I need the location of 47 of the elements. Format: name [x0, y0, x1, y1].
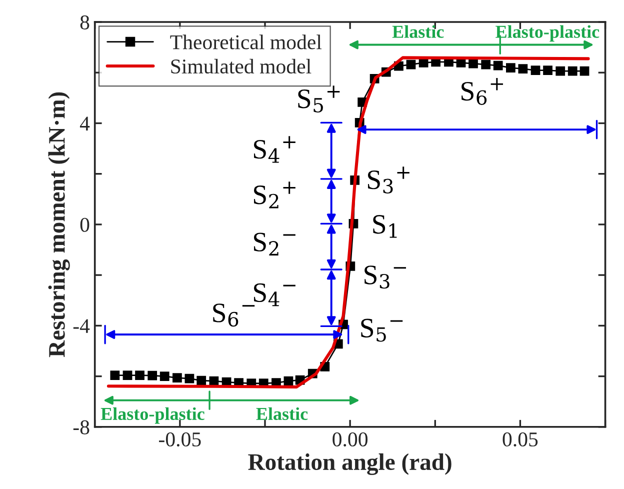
- annotation: S$_{6}$$^{−}$: [213, 304, 255, 327]
- point: [122, 370, 132, 380]
- y-tick-label: -4: [73, 319, 90, 333]
- point: [110, 370, 120, 380]
- x-tick-label: 0.00: [332, 432, 368, 447]
- point: [556, 66, 566, 76]
- annotation: S$_{5}$$^{−}$: [361, 318, 403, 342]
- point: [184, 374, 194, 384]
- point: [580, 66, 590, 76]
- point: [493, 60, 503, 70]
- point: [135, 370, 144, 380]
- point: [284, 376, 294, 386]
- annotation: Elasto-plastic: [496, 25, 600, 42]
- point: [160, 372, 170, 381]
- y-tick-label: 8: [80, 15, 90, 30]
- legend-label: Simulated model: [171, 58, 312, 74]
- point: [518, 64, 528, 74]
- annotation: S$_{3}$$^{+}$: [368, 166, 410, 194]
- y-tick-label: 0: [80, 218, 90, 232]
- point: [406, 60, 416, 70]
- annotation: S$_{4}$$^{−}$: [254, 283, 296, 306]
- annotation: S$_{4}$$^{+}$: [254, 136, 296, 163]
- y-tick-label: -8: [73, 420, 90, 434]
- point: [530, 66, 540, 76]
- x-axis-title: Rotation angle (rad): [248, 453, 452, 476]
- annotation: S$_{3}$$^{−}$: [364, 266, 406, 289]
- y-axis-title: Restoring moment (kN·m): [48, 92, 70, 358]
- annotation: Elastic: [392, 25, 444, 38]
- point: [148, 370, 158, 380]
- annotation: S$_{1}$: [373, 215, 397, 238]
- annotation: S$_{6}$$^{+}$: [462, 78, 503, 105]
- point: [506, 63, 516, 72]
- annotation: Elastic: [256, 407, 308, 420]
- point: [543, 66, 552, 76]
- point: [196, 376, 206, 386]
- annotation: S$_{5}$$^{+}$: [298, 86, 340, 113]
- point: [481, 60, 491, 70]
- annotation: S$_{2}$$^{+}$: [254, 182, 296, 208]
- point: [172, 373, 182, 382]
- annotation: S$_{2}$$^{−}$: [254, 232, 296, 256]
- point: [568, 66, 578, 76]
- legend-label: Theoretical model: [170, 34, 322, 50]
- annotation: Elasto-plastic: [100, 407, 204, 424]
- x-tick-label: 0.05: [502, 432, 538, 447]
- point: [468, 58, 478, 68]
- x-tick-label: -0.05: [158, 432, 201, 447]
- y-tick-label: 4: [80, 116, 90, 130]
